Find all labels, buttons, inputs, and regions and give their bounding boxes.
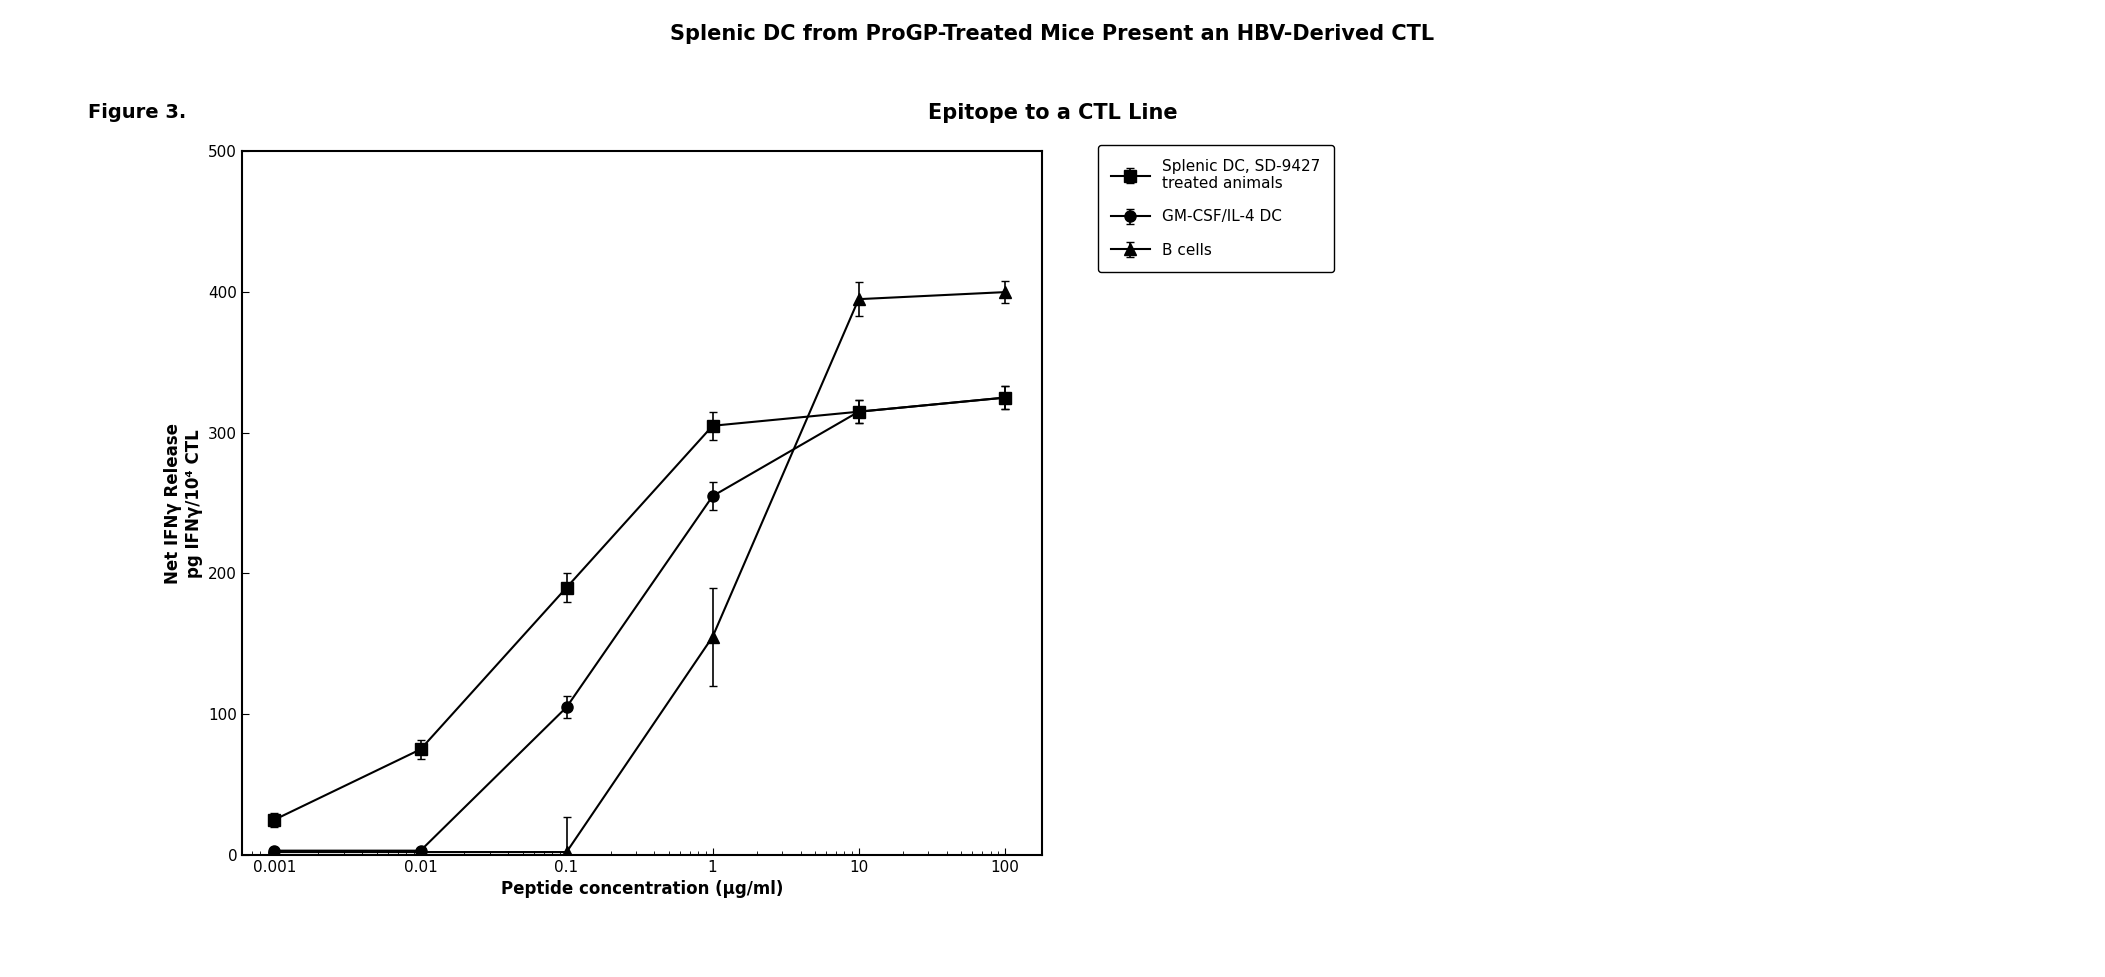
Text: Figure 3.: Figure 3. [88,103,187,121]
Text: Epitope to a CTL Line: Epitope to a CTL Line [928,103,1177,122]
Text: Splenic DC from ProGP-Treated Mice Present an HBV-Derived CTL: Splenic DC from ProGP-Treated Mice Prese… [669,24,1436,44]
X-axis label: Peptide concentration (μg/ml): Peptide concentration (μg/ml) [501,880,783,898]
Y-axis label: Net IFNγ Release
pg IFNγ/10⁴ CTL: Net IFNγ Release pg IFNγ/10⁴ CTL [164,423,202,583]
Legend: Splenic DC, SD-9427
treated animals, GM-CSF/IL-4 DC, B cells: Splenic DC, SD-9427 treated animals, GM-… [1097,145,1335,272]
